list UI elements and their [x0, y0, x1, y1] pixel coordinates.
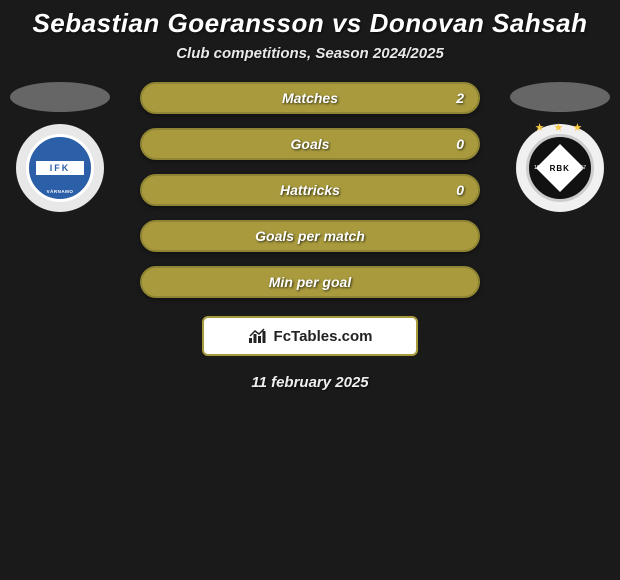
date-text: 11 february 2025 [10, 374, 610, 391]
stat-row-matches: Matches 2 [140, 82, 480, 114]
footer-brand-badge[interactable]: FcTables.com [202, 316, 418, 356]
footer-brand-text: FcTables.com [274, 328, 373, 345]
right-ellipse [510, 82, 610, 112]
stat-row-hattricks: Hattricks 0 [140, 174, 480, 206]
left-club-badge: IFK VÄRNAMO [16, 124, 104, 212]
right-badge-text: RBK [550, 164, 570, 173]
stat-label: Min per goal [269, 274, 351, 290]
stat-label: Hattricks [280, 182, 340, 198]
stat-label: Goals [291, 136, 330, 152]
right-badge-inner: ★ ★ ★ 19 RBK 17 [526, 134, 594, 202]
stat-label: Matches [282, 90, 338, 106]
chart-icon [248, 328, 268, 344]
stat-value: 0 [456, 182, 464, 198]
stat-row-goals: Goals 0 [140, 128, 480, 160]
stats-container: Matches 2 Goals 0 Hattricks 0 Goals per … [140, 82, 480, 298]
left-ellipse [10, 82, 110, 112]
left-badge-sub: VÄRNAMO [29, 189, 91, 194]
left-badge-inner: IFK VÄRNAMO [26, 134, 94, 202]
subtitle: Club competitions, Season 2024/2025 [0, 45, 620, 82]
content-area: IFK VÄRNAMO ★ ★ ★ 19 RBK 17 Matches 2 Go… [0, 82, 620, 391]
stat-value: 2 [456, 90, 464, 106]
right-badge-year-r: 17 [580, 165, 586, 171]
page-title: Sebastian Goeransson vs Donovan Sahsah [0, 0, 620, 45]
right-club-badge: ★ ★ ★ 19 RBK 17 [516, 124, 604, 212]
right-badge-diamond: RBK [536, 144, 584, 192]
stat-row-min-per-goal: Min per goal [140, 266, 480, 298]
stat-label: Goals per match [255, 228, 365, 244]
left-badge-text: IFK [36, 161, 84, 175]
right-badge-stars: ★ ★ ★ [529, 121, 591, 134]
stat-row-goals-per-match: Goals per match [140, 220, 480, 252]
stat-value: 0 [456, 136, 464, 152]
